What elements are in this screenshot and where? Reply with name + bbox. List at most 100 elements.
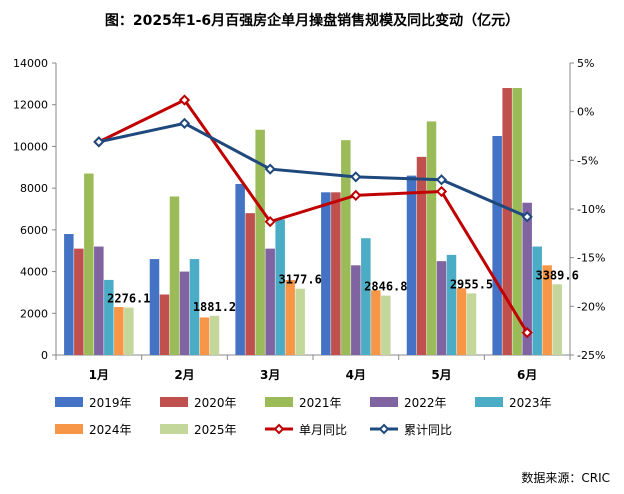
y-right-tick-label: 0%: [577, 106, 594, 119]
bar-2021年: [512, 88, 522, 356]
bar-2024年: [456, 288, 467, 355]
bar-2023年: [446, 254, 457, 355]
x-tick-label: 4月: [346, 368, 366, 382]
point-累计同比: [435, 174, 448, 186]
y-right-tick-label: 5%: [577, 57, 594, 70]
point-单月同比: [521, 326, 533, 339]
bar-2022年: [351, 265, 361, 355]
point-单月同比: [178, 94, 191, 106]
bar-2022年: [179, 271, 190, 355]
bar-2021年: [341, 140, 351, 355]
bar-2022年: [94, 246, 104, 355]
data-label-2025: 2276.1: [107, 292, 150, 306]
chart-title: 图：2025年1-6月百强房企单月操盘销售规模及同比变动（亿元）: [104, 13, 520, 29]
bar-2020年: [159, 294, 170, 355]
bar-2024年: [199, 317, 210, 355]
bar-2023年: [104, 279, 114, 355]
bar-2025年: [381, 295, 391, 355]
y-left-tick-label: 12000: [13, 99, 48, 112]
legend-label: 2021年: [299, 396, 342, 410]
legend-label: 2024年: [89, 423, 132, 437]
bar-2020年: [416, 156, 427, 355]
source-note: 数据来源：CRIC: [521, 471, 610, 485]
bar-2021年: [84, 173, 94, 355]
legend-swatch: [160, 424, 188, 434]
bar-2021年: [426, 121, 437, 356]
bar-2021年: [169, 196, 180, 355]
point-累计同比: [350, 171, 362, 183]
y-left-tick-label: 14000: [13, 57, 48, 70]
x-tick-label: 5月: [431, 368, 451, 382]
legend-label: 2019年: [89, 396, 132, 410]
legend-swatch: [55, 397, 83, 407]
point-单月同比: [264, 216, 276, 228]
legend-swatch: [370, 397, 398, 407]
data-label-2025: 2846.8: [364, 280, 407, 294]
bar-2020年: [74, 248, 84, 355]
bar-2019年: [149, 259, 160, 355]
bar-2025年: [124, 307, 134, 355]
x-tick-label: 1月: [89, 368, 109, 382]
line-单月同比: [98, 98, 529, 334]
bar-2022年: [265, 248, 275, 355]
data-label-2025: 3177.6: [278, 273, 321, 287]
legend-swatch: [265, 397, 293, 407]
bar-2019年: [492, 136, 502, 355]
point-累计同比: [521, 211, 533, 223]
data-label-2025: 3389.6: [535, 268, 578, 282]
bar-2020年: [331, 192, 341, 355]
legend-swatch: [160, 397, 188, 407]
line-累计同比: [98, 121, 528, 219]
bar-2022年: [436, 261, 447, 355]
bar-2024年: [114, 307, 124, 355]
y-right-tick-label: -20%: [577, 300, 605, 313]
bar-2019年: [406, 175, 417, 355]
point-单月同比: [435, 185, 448, 198]
x-tick-label: 2月: [174, 368, 194, 382]
bar-2023年: [532, 246, 542, 355]
y-right-tick-label: -10%: [577, 203, 605, 216]
bar-2025年: [466, 293, 477, 355]
legend-label: 2023年: [509, 396, 552, 410]
y-left-tick-label: 2000: [20, 307, 48, 320]
point-累计同比: [93, 136, 105, 148]
bar-2025年: [209, 315, 220, 355]
bar-2023年: [275, 219, 285, 355]
legend-label: 2025年: [194, 423, 237, 437]
bar-2020年: [245, 213, 255, 355]
bar-2025年: [552, 284, 562, 355]
point-累计同比: [178, 117, 191, 129]
legend-swatch: [55, 424, 83, 434]
point-累计同比: [264, 163, 276, 175]
y-left-tick-label: 0: [41, 349, 48, 362]
bar-2024年: [371, 290, 381, 355]
point-单月同比: [350, 189, 362, 201]
x-tick-label: 3月: [260, 368, 280, 382]
bar-2024年: [285, 279, 295, 355]
data-label-2025: 1881.2: [193, 300, 236, 314]
bar-2024年: [542, 265, 552, 355]
bar-2022年: [522, 202, 532, 355]
y-left-tick-label: 10000: [13, 140, 48, 153]
bar-2019年: [321, 192, 331, 355]
legend-marker: [273, 423, 285, 435]
y-right-tick-label: -15%: [577, 252, 605, 265]
y-right-tick-label: -25%: [577, 349, 605, 362]
bar-2025年: [295, 288, 305, 355]
legend-label: 单月同比: [299, 423, 347, 437]
data-label-2025: 2955.5: [450, 277, 493, 291]
y-left-tick-label: 6000: [20, 224, 48, 237]
bar-2023年: [361, 238, 371, 355]
y-right-tick-label: -5%: [577, 154, 598, 167]
bar-2019年: [64, 234, 74, 355]
legend-label: 累计同比: [404, 423, 452, 437]
legend-label: 2022年: [404, 396, 447, 410]
y-left-tick-label: 4000: [20, 266, 48, 279]
legend-marker: [378, 423, 390, 435]
x-tick-label: 6月: [517, 368, 537, 382]
bar-2019年: [235, 183, 245, 355]
legend-swatch: [475, 397, 503, 407]
legend-label: 2020年: [194, 396, 237, 410]
bar-2021年: [255, 129, 265, 355]
